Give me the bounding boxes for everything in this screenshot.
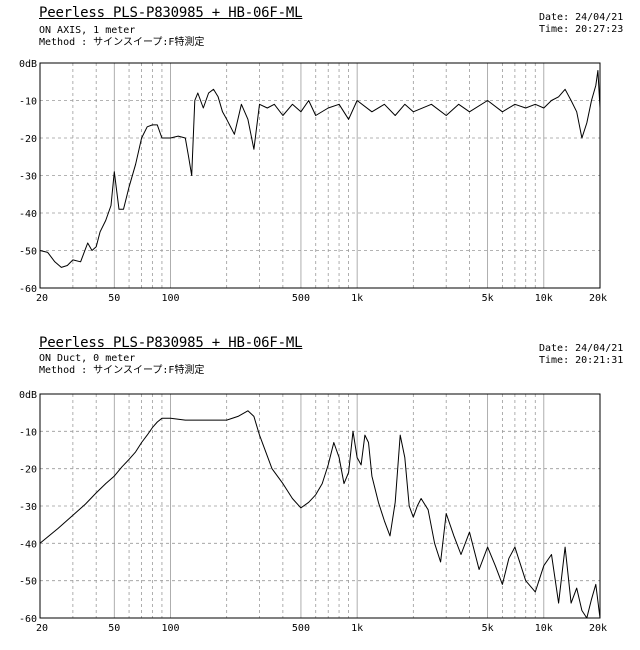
- x-tick-label: 5k: [482, 293, 494, 304]
- y-tick-label: -60: [19, 284, 37, 295]
- plot-frame: [39, 393, 601, 619]
- x-tick-label: 1k: [351, 293, 363, 304]
- x-tick-label: 10k: [535, 293, 553, 304]
- y-tick-label: -20: [19, 465, 37, 476]
- x-tick-label: 500: [292, 623, 310, 634]
- measurement-date: Date: 24/04/21: [539, 343, 624, 354]
- measurement-time: Time: 20:27:23: [539, 24, 624, 35]
- x-tick-label: 5k: [482, 623, 494, 634]
- measurement-date: Date: 24/04/21: [539, 12, 624, 23]
- measurement-condition: ON Duct, 0 meter: [39, 353, 136, 364]
- measurement-time: Time: 20:21:31: [539, 355, 624, 366]
- y-tick-label: -10: [19, 97, 37, 108]
- x-tick-label: 10k: [535, 623, 553, 634]
- y-tick-label: 0dB: [19, 59, 37, 70]
- y-tick-label: -40: [19, 209, 37, 220]
- response-curve: [39, 410, 601, 619]
- x-tick-label: 20: [36, 293, 48, 304]
- response-curve: [39, 70, 601, 268]
- y-tick-label: 0dB: [19, 390, 37, 401]
- x-tick-label: 100: [161, 293, 179, 304]
- measurement-condition: ON AXIS, 1 meter: [39, 25, 136, 36]
- y-tick-label: -50: [19, 577, 37, 588]
- x-tick-label: 50: [108, 623, 120, 634]
- chart-panel-bottom: Peerless PLS-P830985 + HB-06F-ML ON Duct…: [0, 325, 640, 650]
- x-tick-label: 20k: [589, 293, 607, 304]
- chart-title: Peerless PLS-P830985 + HB-06F-ML: [39, 335, 303, 351]
- chart-panel-top: Peerless PLS-P830985 + HB-06F-ML ON AXIS…: [19, 5, 624, 304]
- x-tick-label: 1k: [351, 623, 363, 634]
- y-tick-label: -20: [19, 134, 37, 145]
- x-tick-label: 50: [108, 293, 120, 304]
- measurement-method: Method : サインスイープ:F特測定: [39, 365, 205, 376]
- x-tick-label: 100: [161, 623, 179, 634]
- y-tick-label: -50: [19, 247, 37, 258]
- y-tick-label: -60: [19, 614, 37, 625]
- y-tick-label: -30: [19, 172, 37, 183]
- x-tick-label: 500: [292, 293, 310, 304]
- x-tick-label: 20: [36, 623, 48, 634]
- chart-title: Peerless PLS-P830985 + HB-06F-ML: [39, 5, 303, 21]
- plot-frame: [39, 62, 601, 289]
- measurement-method: Method : サインスイープ:F特測定: [39, 37, 205, 48]
- y-tick-label: -40: [19, 539, 37, 550]
- y-tick-label: -30: [19, 502, 37, 513]
- x-tick-label: 20k: [589, 623, 607, 634]
- y-tick-label: -10: [19, 427, 37, 438]
